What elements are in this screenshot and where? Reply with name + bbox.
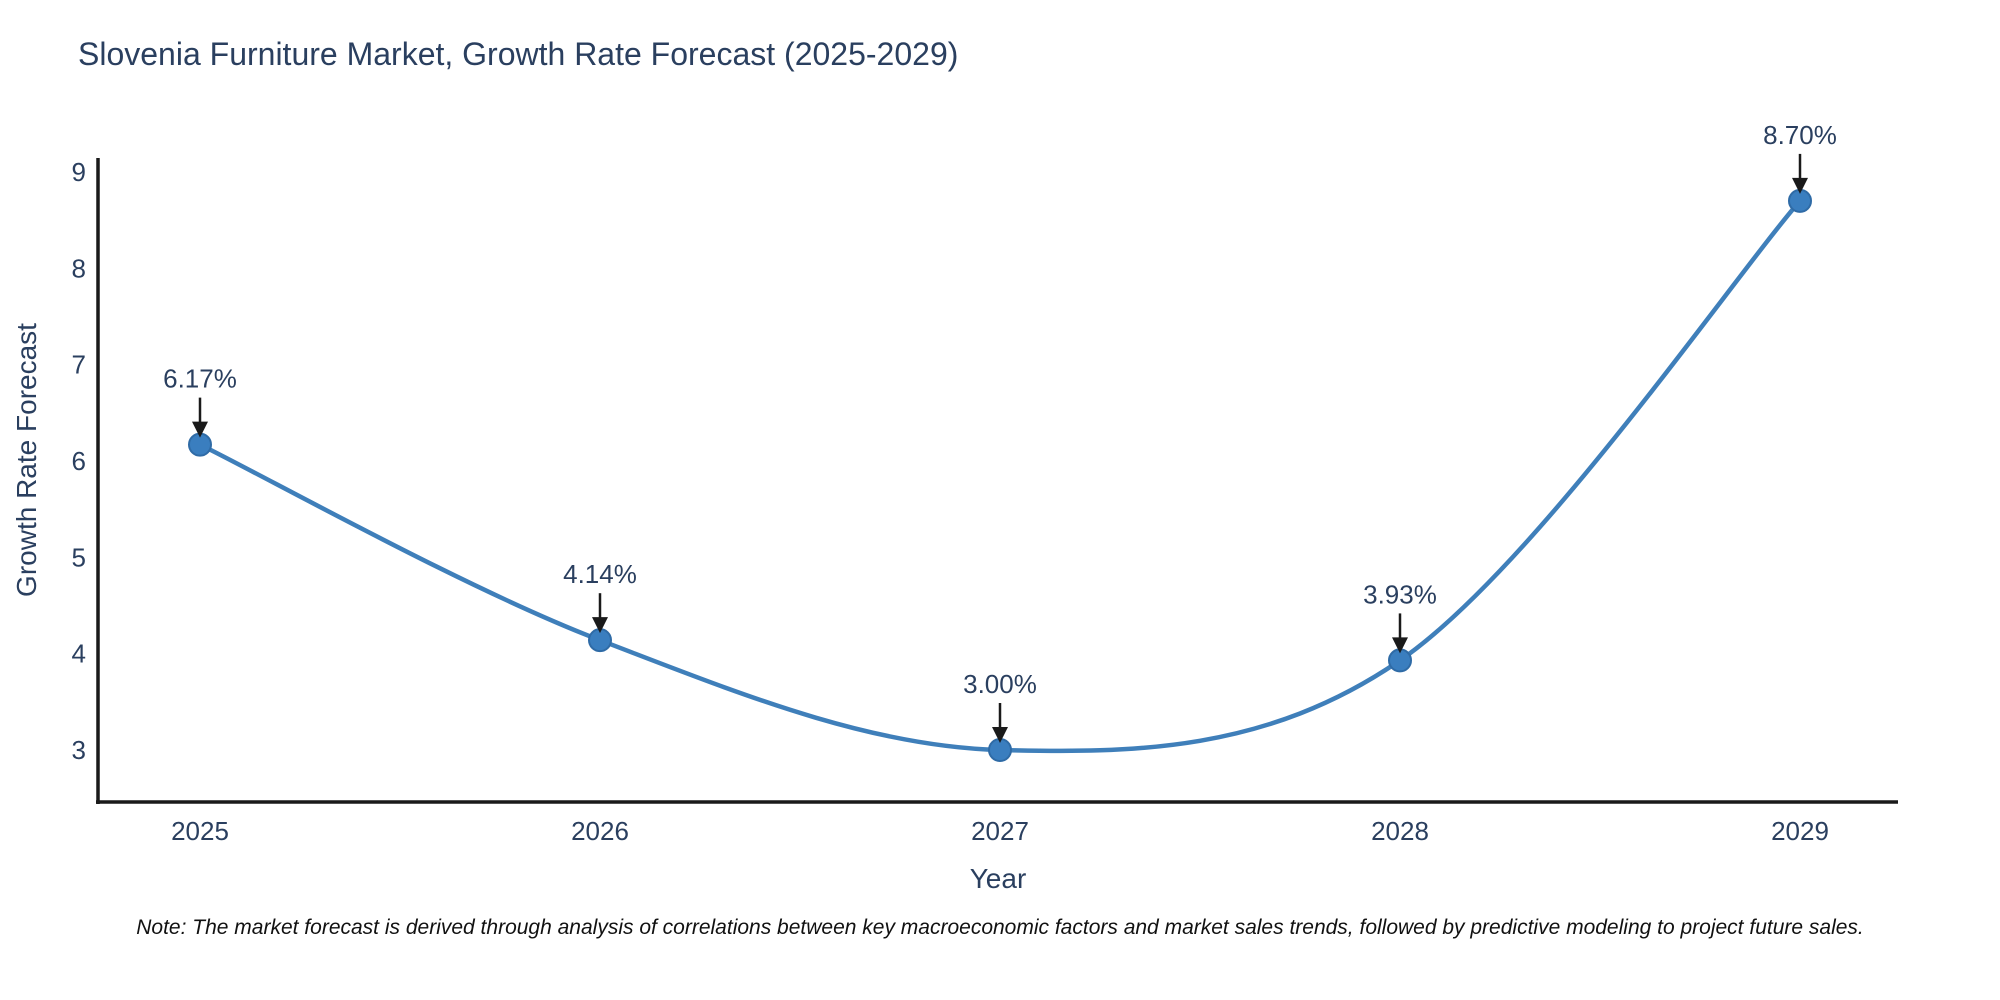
- y-tick-label: 6: [72, 446, 86, 476]
- annotation-arrowhead-icon: [592, 617, 608, 634]
- annotation-arrowhead-icon: [1792, 177, 1808, 194]
- x-tick-label: 2025: [171, 816, 229, 846]
- x-tick-label: 2028: [1371, 816, 1429, 846]
- y-tick-label: 9: [72, 157, 86, 187]
- y-tick-label: 5: [72, 542, 86, 572]
- x-tick-label: 2027: [971, 816, 1029, 846]
- y-tick-label: 8: [72, 253, 86, 283]
- annotation-arrowhead-icon: [992, 727, 1008, 743]
- annotation-arrowhead-icon: [1392, 637, 1408, 654]
- annotation-arrowhead-icon: [192, 421, 208, 438]
- point-value-label: 4.14%: [563, 559, 637, 589]
- y-axis-title: Growth Rate Forecast: [11, 323, 42, 597]
- y-tick-label: 4: [72, 639, 86, 669]
- chart-title: Slovenia Furniture Market, Growth Rate F…: [78, 36, 959, 72]
- x-tick-label: 2029: [1771, 816, 1829, 846]
- point-value-label: 8.70%: [1763, 120, 1837, 150]
- point-value-label: 3.93%: [1363, 579, 1437, 609]
- point-value-label: 6.17%: [163, 364, 237, 394]
- y-tick-label: 7: [72, 350, 86, 380]
- footnote: Note: The market forecast is derived thr…: [136, 916, 1864, 939]
- x-tick-label: 2026: [571, 816, 629, 846]
- point-value-label: 3.00%: [963, 669, 1037, 699]
- y-tick-label: 3: [72, 735, 86, 765]
- x-axis-title: Year: [970, 863, 1027, 894]
